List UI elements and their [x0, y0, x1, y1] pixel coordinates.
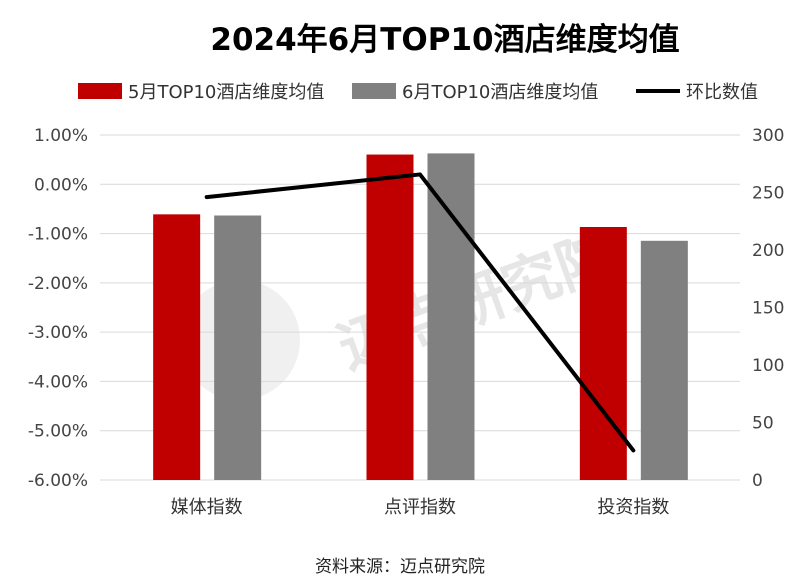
legend-label: 环比数值 — [686, 82, 758, 103]
legend-item-may: 5月TOP10酒店维度均值 — [78, 78, 324, 104]
left-axis-tick: -5.00% — [28, 422, 88, 442]
category-label: 媒体指数 — [171, 497, 243, 518]
left-axis-tick: -3.00% — [28, 323, 88, 343]
left-axis-tick: 1.00% — [34, 126, 88, 146]
right-axis-tick: 250 — [752, 184, 784, 204]
category-label: 点评指数 — [384, 497, 456, 518]
legend-label: 5月TOP10酒店维度均值 — [128, 82, 325, 103]
right-axis-tick: 300 — [752, 126, 784, 146]
left-axis-tick: -1.00% — [28, 225, 88, 245]
right-axis-tick: 50 — [752, 414, 774, 434]
legend-line — [636, 89, 680, 93]
right-axis-tick: 100 — [752, 356, 784, 376]
legend-swatch — [78, 83, 122, 99]
legend-item-mom: 环比数值 — [636, 78, 758, 104]
legend-swatch — [352, 83, 396, 99]
left-axis-tick: -2.00% — [28, 274, 88, 294]
bar-may — [153, 214, 201, 480]
left-axis-tick: -6.00% — [28, 471, 88, 491]
bar-may — [579, 227, 627, 480]
left-axis-tick: -4.00% — [28, 372, 88, 392]
right-axis-tick: 200 — [752, 241, 784, 261]
right-axis-tick: 150 — [752, 299, 784, 319]
category-label: 投资指数 — [597, 497, 669, 518]
legend-label: 6月TOP10酒店维度均值 — [402, 82, 599, 103]
bar-june — [640, 240, 688, 480]
bar-june — [214, 215, 262, 480]
left-axis-tick: 0.00% — [34, 175, 88, 195]
right-axis-tick: 0 — [752, 471, 763, 491]
source-note: 资料来源：迈点研究院 — [315, 557, 485, 577]
bar-june — [427, 153, 475, 480]
legend-item-june: 6月TOP10酒店维度均值 — [352, 78, 598, 104]
legend: 5月TOP10酒店维度均值 6月TOP10酒店维度均值 环比数值 — [0, 78, 800, 104]
bar-may — [366, 154, 414, 481]
chart-title: 2024年6月TOP10酒店维度均值 — [210, 22, 680, 58]
